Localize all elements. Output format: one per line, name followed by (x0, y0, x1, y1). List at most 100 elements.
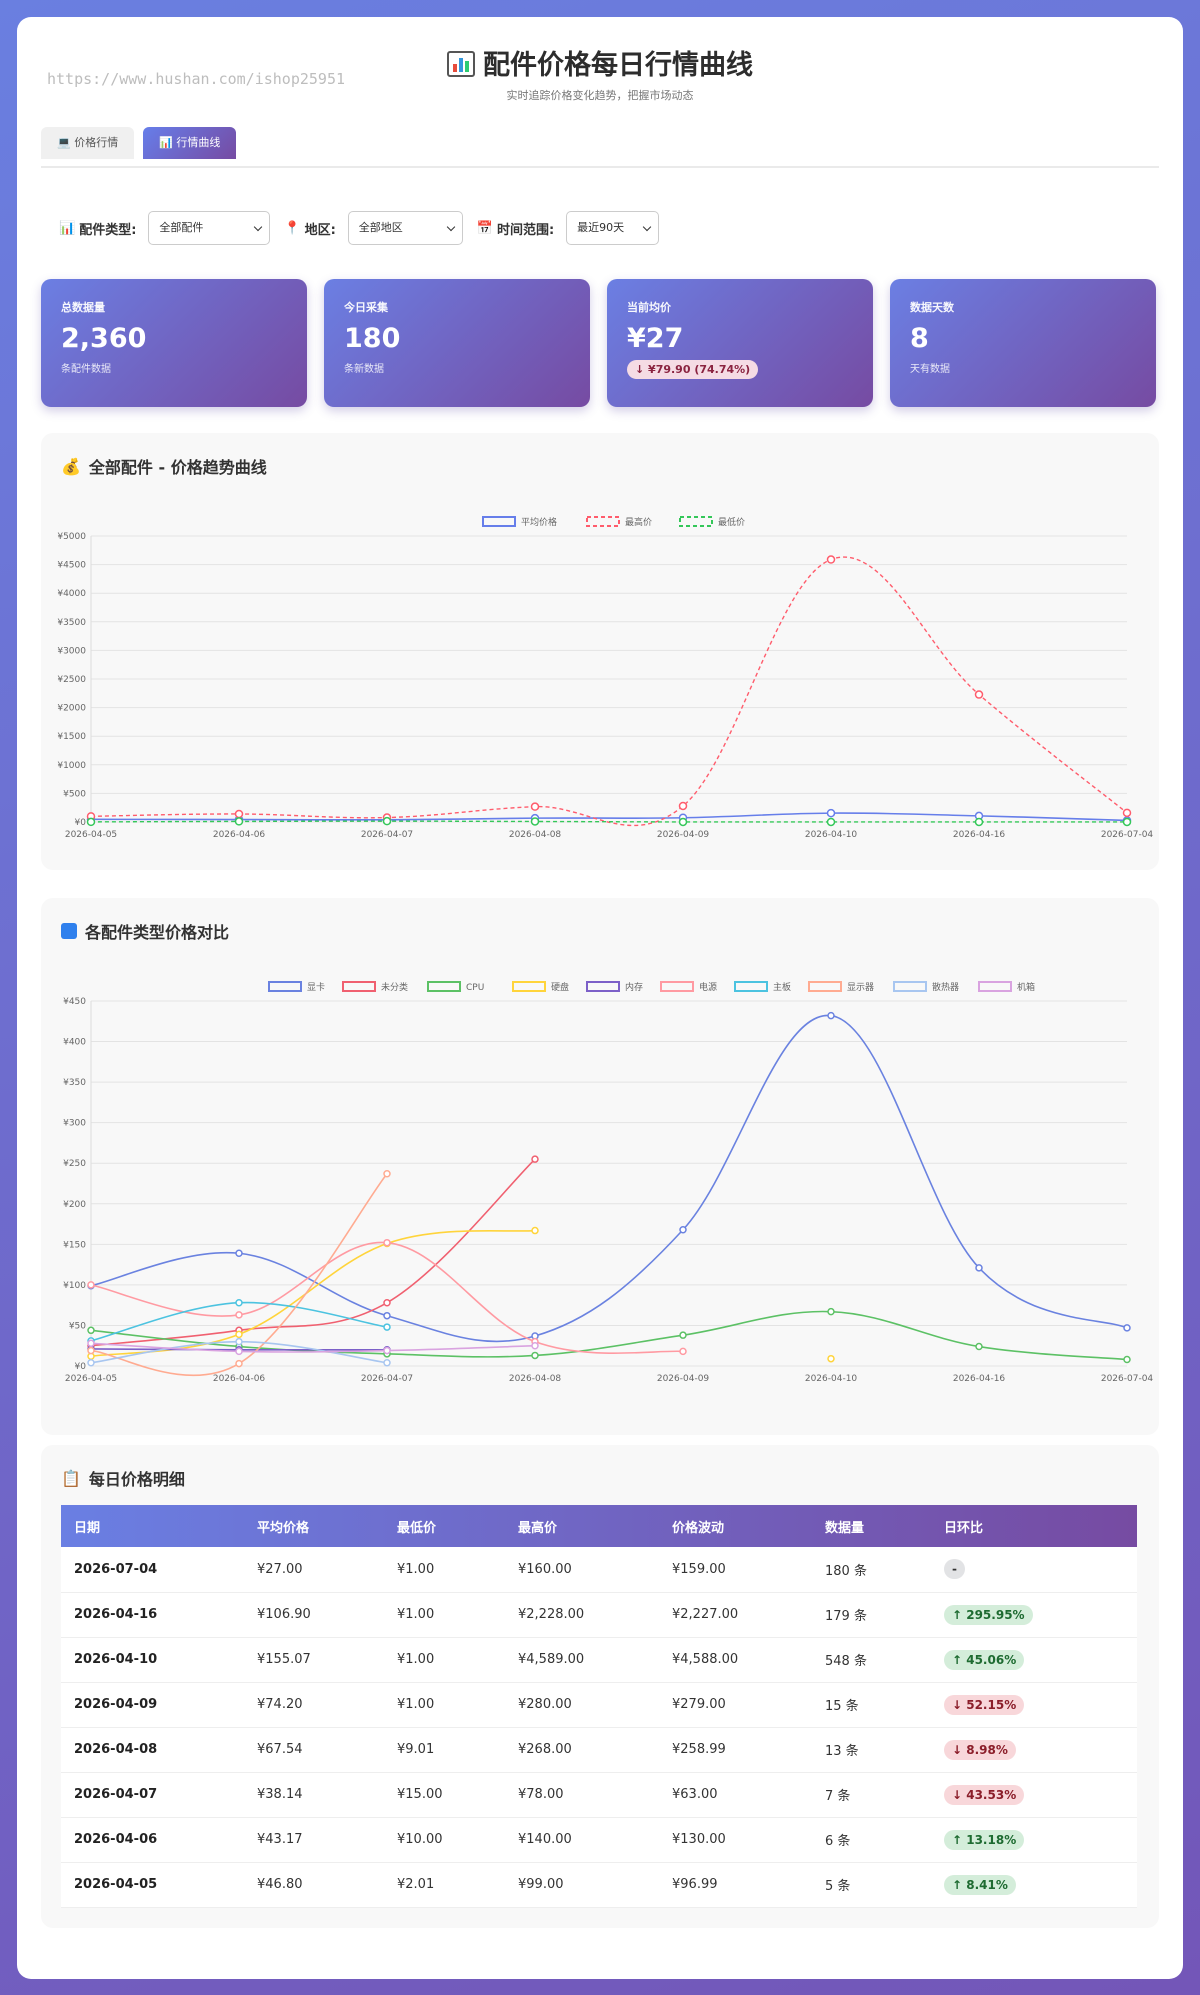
table-row: 2026-07-04 ¥27.00 ¥1.00 ¥160.00 ¥159.00 180 条… (61, 1547, 1137, 1593)
data-point (383, 1298, 391, 1307)
stat-label: 当前均价 (627, 301, 671, 314)
data-point (827, 1354, 835, 1363)
data-point (383, 1311, 391, 1320)
filter-label-time: 📅 时间范围: (477, 219, 554, 238)
max-price-cell: ¥160.00 (505, 1547, 659, 1593)
data-point (1122, 808, 1132, 818)
region-select[interactable]: 全部地区 (347, 211, 463, 245)
tab-price-quotes[interactable]: 💻 价格行情 (41, 127, 135, 159)
avg-price-cell: ¥106.90 (244, 1592, 384, 1638)
data-point (383, 1323, 391, 1331)
range-cell: ¥63.00 (659, 1772, 812, 1818)
data-point (1122, 817, 1132, 827)
y-tick-label: ¥4500 (57, 561, 86, 571)
date-cell: 2026-04-07 (61, 1772, 244, 1818)
legend-label: 显卡 (307, 981, 325, 993)
y-tick-label: ¥50 (69, 1321, 86, 1331)
daily-detail-panel: 📋 每日价格明细 日期 平均价格 最低价 最高价 价格波动 数据量 日环比 2026-07-0… (41, 1445, 1159, 1928)
data-point (235, 1347, 243, 1356)
stat-card-days: 数据天数 8 天有数据 (890, 279, 1156, 407)
legend-swatch (734, 981, 768, 992)
legend-label: 最低价 (718, 516, 745, 528)
filter-bar: 📊 配件类型: 全部配件 📍 地区: 全部地区 📅 时间范围: 最近90天 (59, 211, 673, 245)
data-point (975, 1264, 983, 1272)
price-change-badge: ↓ ¥79.90 (74.74%) (627, 360, 759, 379)
legend-label: 机箱 (1017, 981, 1035, 993)
data-point (679, 1347, 687, 1356)
bar-chart-icon (447, 51, 475, 77)
data-point (826, 808, 836, 818)
x-tick-label: 2026-04-06 (213, 830, 266, 840)
trend-chart-panel: 💰 全部配件 - 价格趋势曲线 ¥0 ¥500 ¥1000 ¥1500 ¥2000 ¥250… (41, 433, 1159, 870)
date-cell: 2026-04-06 (61, 1817, 244, 1863)
legend-swatch (586, 516, 620, 527)
legend-swatch (482, 516, 516, 527)
x-tick-label: 2026-04-16 (953, 830, 1006, 840)
legend-label: 硬盘 (551, 981, 569, 993)
legend-label: 内存 (625, 981, 643, 993)
date-cell: 2026-07-04 (61, 1547, 244, 1593)
y-tick-label: ¥1500 (57, 732, 86, 742)
x-tick-label: 2026-04-05 (65, 830, 117, 840)
laptop-icon: 💻 (57, 136, 71, 149)
avg-price-cell: ¥74.20 (244, 1682, 384, 1728)
avg-price-cell: ¥46.80 (244, 1862, 384, 1908)
change-cell: ↑ 45.06% (931, 1637, 1137, 1683)
column-header: 日期 (74, 1520, 101, 1536)
series-line (90, 1014, 1128, 1343)
x-tick-label: 2026-04-10 (805, 1374, 858, 1384)
series-line (90, 1342, 536, 1353)
x-tick-label: 2026-04-08 (509, 830, 562, 840)
y-tick-label: ¥450 (63, 997, 86, 1007)
data-point (87, 1339, 95, 1348)
y-tick-label: ¥400 (63, 1038, 86, 1048)
daily-detail-title: 📋 每日价格明细 (61, 1466, 185, 1490)
data-point (235, 1337, 243, 1346)
category-chart-title: 各配件类型价格对比 (61, 919, 229, 943)
min-price-cell: ¥10.00 (384, 1817, 505, 1863)
filter-label-region: 📍 地区: (284, 219, 335, 238)
y-tick-label: ¥4000 (57, 589, 86, 599)
count-cell: 5 条 (812, 1862, 931, 1908)
x-tick-label: 2026-04-07 (361, 1374, 413, 1384)
stat-value: 2,360 (61, 323, 147, 354)
data-point (531, 1341, 539, 1350)
change-badge: ↓ 52.15% (944, 1694, 1025, 1715)
data-point (87, 1359, 95, 1367)
max-price-cell: ¥140.00 (505, 1817, 659, 1863)
data-point (383, 1359, 391, 1367)
stat-sub: 天有数据 (910, 364, 950, 375)
legend-label: 最高价 (625, 516, 652, 528)
refresh-icon (61, 923, 77, 939)
range-cell: ¥258.99 (659, 1727, 812, 1773)
category-chart-panel: 各配件类型价格对比 ¥0 ¥50 ¥100 ¥150 ¥200 ¥250 ¥300 ¥350 ¥… (41, 898, 1159, 1435)
count-cell: 180 条 (812, 1547, 931, 1593)
data-point (678, 801, 688, 811)
legend-label: 未分类 (381, 981, 408, 993)
legend-swatch (342, 981, 376, 992)
tab-price-curves[interactable]: 📊 行情曲线 (143, 127, 237, 159)
count-cell: 179 条 (812, 1592, 931, 1638)
chart-icon: 📊 (59, 220, 76, 236)
table-title-text: 每日价格明细 (88, 1470, 185, 1489)
legend-label: 显示器 (847, 982, 874, 993)
date-cell: 2026-04-10 (61, 1637, 244, 1683)
legend-swatch (512, 981, 546, 992)
type-select[interactable]: 全部配件 (148, 211, 271, 245)
data-point (974, 690, 984, 699)
legend-label: 平均价格 (521, 516, 557, 528)
count-cell: 6 条 (812, 1817, 931, 1863)
min-price-cell: ¥1.00 (384, 1592, 505, 1638)
avg-price-cell: ¥67.54 (244, 1727, 384, 1773)
stats-cards: 总数据量 2,360 条配件数据 今日采集 180 条新数据 当前均价 ¥27 … (41, 279, 1156, 407)
change-cell: ↑ 295.95% (931, 1592, 1137, 1638)
legend-label: 散热器 (932, 981, 959, 993)
column-header: 最高价 (518, 1520, 558, 1536)
change-badge: ↑ 45.06% (944, 1649, 1025, 1670)
max-price-cell: ¥4,589.00 (505, 1637, 659, 1683)
x-tick-label: 2026-04-08 (509, 1374, 562, 1384)
x-tick-label: 2026-04-10 (805, 830, 858, 840)
table-row: 2026-04-16 ¥106.90 ¥1.00 ¥2,228.00 ¥2,227.00… (61, 1592, 1137, 1638)
max-price-cell: ¥99.00 (505, 1862, 659, 1908)
time-range-select[interactable]: 最近90天 (566, 211, 660, 245)
